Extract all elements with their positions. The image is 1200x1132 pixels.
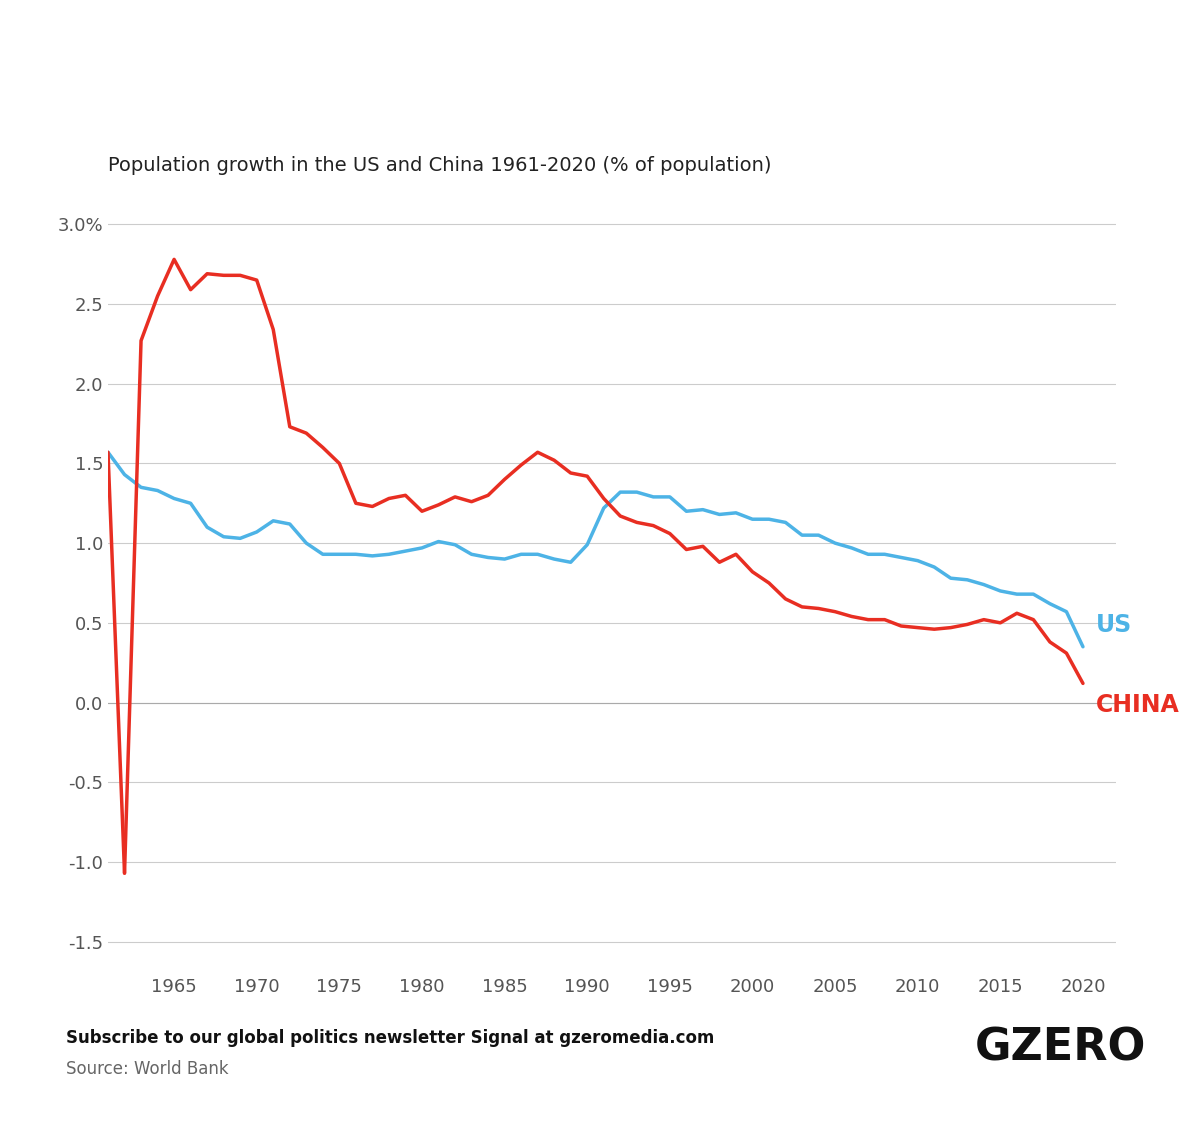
Text: US and China not making enough babies: US and China not making enough babies <box>42 49 1200 106</box>
Text: GZERO: GZERO <box>974 1027 1146 1070</box>
Text: Source: World Bank: Source: World Bank <box>66 1060 229 1078</box>
Text: US: US <box>1096 614 1133 637</box>
Text: Population growth in the US and China 1961-2020 (% of population): Population growth in the US and China 19… <box>108 156 772 175</box>
Text: CHINA: CHINA <box>1096 693 1180 717</box>
Text: Subscribe to our global politics newsletter Signal at gzeromedia.com: Subscribe to our global politics newslet… <box>66 1029 714 1047</box>
